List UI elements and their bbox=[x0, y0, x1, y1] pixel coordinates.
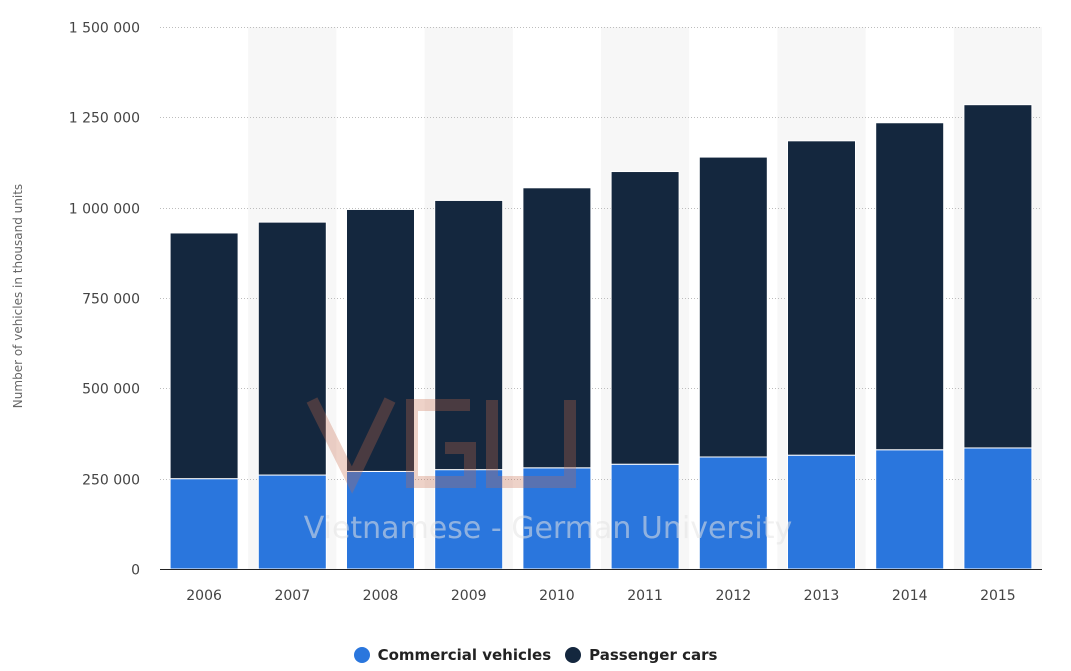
watermark-caption: Vietnamese - German University bbox=[304, 511, 792, 546]
bar-commercial-vehicles bbox=[434, 469, 504, 570]
y-tick-label: 250 000 bbox=[82, 473, 140, 489]
x-tick-label: 2010 bbox=[539, 588, 575, 604]
x-tick-label: 2007 bbox=[274, 588, 310, 604]
bar-passenger-cars bbox=[698, 156, 768, 458]
y-tick-label: 1 250 000 bbox=[69, 111, 140, 127]
y-axis-tick-labels: 0 250 000 500 000 750 000 1 000 000 1 250 000… bbox=[69, 21, 140, 579]
legend-marker-passenger-cars bbox=[565, 647, 582, 663]
bar-passenger-cars bbox=[257, 221, 327, 476]
bar-passenger-cars bbox=[169, 232, 239, 480]
legend-marker-commercial-vehicles bbox=[353, 647, 370, 663]
y-tick-label: 1 500 000 bbox=[69, 21, 140, 37]
y-tick-label: 750 000 bbox=[82, 292, 140, 308]
y-tick-label: 1 000 000 bbox=[69, 202, 140, 218]
y-tick-label: 500 000 bbox=[82, 382, 140, 398]
bar-commercial-vehicles bbox=[787, 454, 856, 570]
bar-passenger-cars bbox=[787, 140, 856, 456]
bar-passenger-cars bbox=[522, 187, 592, 469]
bar-commercial-vehicles bbox=[346, 470, 415, 570]
bar-passenger-cars bbox=[875, 122, 945, 451]
x-tick-label: 2015 bbox=[980, 588, 1016, 604]
x-tick-label: 2014 bbox=[892, 588, 928, 604]
bar-commercial-vehicles bbox=[169, 478, 239, 570]
x-tick-label: 2012 bbox=[715, 588, 751, 604]
x-tick-label: 2009 bbox=[451, 588, 487, 604]
legend-label: Passenger cars bbox=[589, 646, 718, 664]
x-tick-label: 2008 bbox=[363, 588, 399, 604]
x-axis-tick-labels: 2006 2007 2008 2009 2010 2011 2012 2013 2014 2015 bbox=[186, 588, 1015, 604]
bar-stacks bbox=[169, 104, 1033, 570]
vgu-logo bbox=[306, 397, 576, 494]
y-tick-label: 0 bbox=[131, 563, 140, 579]
x-tick-label: 2013 bbox=[804, 588, 840, 604]
bar-passenger-cars bbox=[346, 208, 415, 472]
legend-item-commercial-vehicles[interactable]: Commercial vehicles bbox=[353, 646, 552, 664]
legend: Commercial vehicles Passenger cars bbox=[0, 646, 1071, 664]
legend-item-passenger-cars[interactable]: Passenger cars bbox=[565, 646, 717, 664]
bar-commercial-vehicles bbox=[875, 449, 945, 570]
legend-label: Commercial vehicles bbox=[377, 646, 552, 664]
bar-passenger-cars bbox=[963, 104, 1033, 449]
bar-passenger-cars bbox=[610, 171, 680, 465]
x-tick-label: 2011 bbox=[627, 588, 663, 604]
y-axis-title: Number of vehicles in thousand units bbox=[11, 184, 25, 408]
bar-passenger-cars bbox=[434, 199, 504, 471]
bar-commercial-vehicles bbox=[963, 447, 1033, 570]
x-tick-label: 2006 bbox=[186, 588, 222, 604]
watermark: Vietnamese - German University bbox=[304, 397, 792, 546]
bar-commercial-vehicles bbox=[522, 467, 592, 570]
